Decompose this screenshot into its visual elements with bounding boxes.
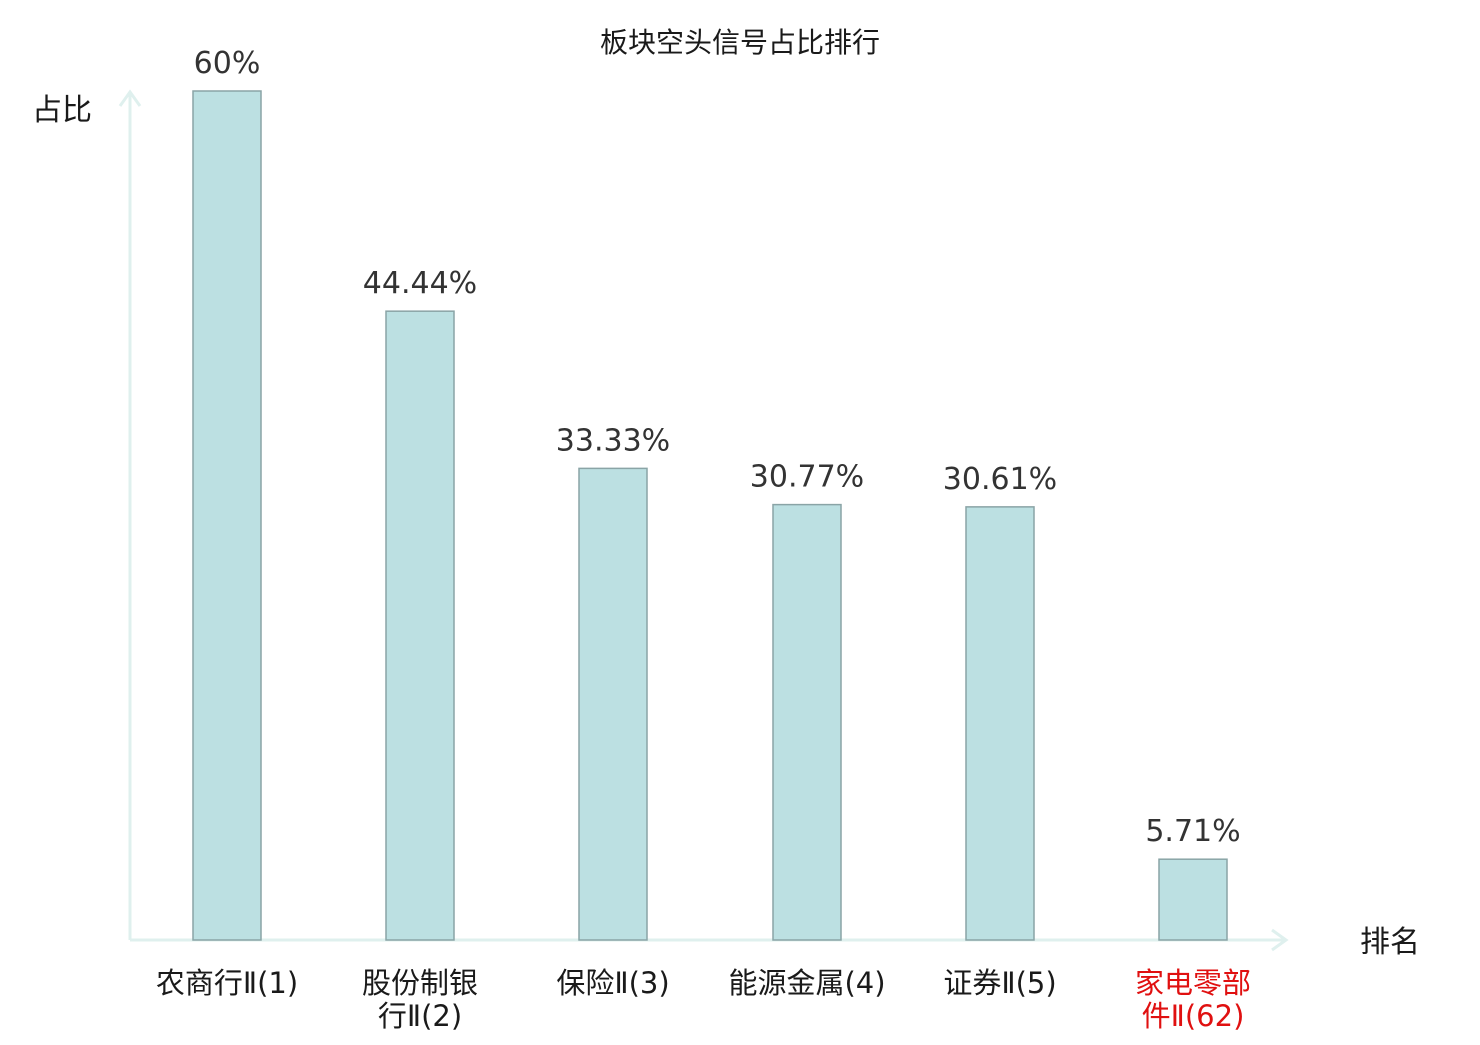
category-label-line: 农商行Ⅱ(1) <box>156 966 298 1000</box>
bar-6 <box>1158 858 1228 941</box>
y-axis-label: 占比 <box>32 93 92 128</box>
value-label-1: 60% <box>194 46 261 81</box>
bar-4 <box>772 503 842 941</box>
category-label-line: 证券Ⅱ(5) <box>943 966 1056 1000</box>
bar-5 <box>965 506 1035 941</box>
bar-2 <box>385 310 455 941</box>
x-axis-arrow <box>1271 928 1289 952</box>
value-label-6: 5.71% <box>1145 814 1240 849</box>
value-label-5: 30.61% <box>943 462 1057 497</box>
category-label-line: 能源金属(4) <box>728 966 885 1000</box>
category-label-2: 股份制银行Ⅱ(2) <box>362 966 478 1033</box>
chart-title: 板块空头信号占比排行 <box>600 26 880 59</box>
value-label-3: 33.33% <box>556 423 670 458</box>
bars-group <box>192 90 1228 941</box>
category-label-line: 股份制银 <box>362 966 478 1000</box>
y-axis-arrow <box>118 89 142 107</box>
category-label-4: 能源金属(4) <box>728 966 885 1000</box>
value-label-2: 44.44% <box>363 266 477 301</box>
category-label-line: 保险Ⅱ(3) <box>556 966 669 1000</box>
category-label-5: 证券Ⅱ(5) <box>943 966 1056 1000</box>
category-label-3: 保险Ⅱ(3) <box>556 966 669 1000</box>
bar-3 <box>578 467 648 941</box>
category-label-line: 行Ⅱ(2) <box>378 999 462 1033</box>
category-label-line: 件Ⅱ(62) <box>1142 999 1245 1033</box>
axes <box>118 89 1289 952</box>
value-labels-group: 60% 44.44% 33.33% 30.77% 30.61% 5.71% <box>194 46 1241 849</box>
category-label-1: 农商行Ⅱ(1) <box>156 966 298 1000</box>
category-label-line: 家电零部 <box>1135 966 1251 1000</box>
bar-1 <box>192 90 262 941</box>
category-label-6: 家电零部件Ⅱ(62) <box>1135 966 1251 1033</box>
value-label-4: 30.77% <box>750 460 864 495</box>
category-labels-group: 农商行Ⅱ(1) 股份制银行Ⅱ(2) 保险Ⅱ(3) 能源金属(4) 证券Ⅱ(5) 家电零部件… <box>156 966 1251 1033</box>
x-axis-label: 排名 <box>1360 925 1420 960</box>
